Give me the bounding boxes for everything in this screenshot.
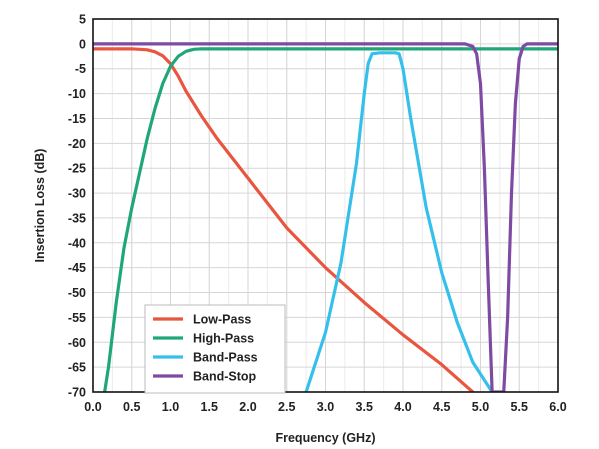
y-tick-label: -65 xyxy=(68,361,86,375)
y-tick-label: -55 xyxy=(68,311,86,325)
legend-label: High-Pass xyxy=(193,332,254,346)
y-tick-label: -50 xyxy=(68,286,86,300)
y-tick-label: -10 xyxy=(68,87,86,101)
y-tick-label: 0 xyxy=(79,37,86,51)
series-line-low-pass xyxy=(93,47,475,392)
legend-label: Band-Stop xyxy=(193,370,257,384)
y-tick-label: -15 xyxy=(68,112,86,126)
x-tick-label: 0.0 xyxy=(84,400,101,414)
x-tick-label: 3.5 xyxy=(356,400,373,414)
x-tick-label: 5.5 xyxy=(511,400,528,414)
x-tick-label: 1.0 xyxy=(162,400,179,414)
y-axis-title: Insertion Loss (dB) xyxy=(33,149,47,263)
y-tick-label: -25 xyxy=(68,162,86,176)
x-axis-title: Frequency (GHz) xyxy=(275,431,375,445)
x-tick-label: 2.0 xyxy=(239,400,256,414)
x-tick-label: 6.0 xyxy=(549,400,566,414)
plot-frame xyxy=(92,18,559,393)
y-tick-label: -20 xyxy=(68,137,86,151)
x-tick-label: 4.0 xyxy=(394,400,411,414)
y-tick-label: -40 xyxy=(68,236,86,250)
y-axis-ticks: 5 0 -5 -10 -15 -20 -25 -30 -35 -40 -45 -50 -55 -60 -65… xyxy=(68,13,86,400)
legend-label: Band-Pass xyxy=(193,351,258,365)
legend: Low-Pass High-Pass Band-Pass Band-Stop xyxy=(144,304,286,394)
x-tick-label: 4.5 xyxy=(433,400,450,414)
x-tick-label: 5.0 xyxy=(472,400,489,414)
y-tick-label: -30 xyxy=(68,187,86,201)
y-tick-label: -70 xyxy=(68,386,86,400)
x-tick-label: 0.5 xyxy=(123,400,140,414)
x-tick-label: 2.5 xyxy=(278,400,295,414)
x-tick-label: 3.0 xyxy=(317,400,334,414)
y-tick-label: -60 xyxy=(68,336,86,350)
series-layer xyxy=(93,42,558,392)
y-tick-label: -5 xyxy=(75,62,86,76)
series-line-band-stop xyxy=(93,42,558,392)
y-tick-label: -45 xyxy=(68,261,86,275)
legend-label: Low-Pass xyxy=(193,313,251,327)
y-tick-label: 5 xyxy=(79,13,86,27)
y-tick-label: -35 xyxy=(68,211,86,225)
series-line-high-pass xyxy=(103,47,558,392)
x-tick-label: 1.5 xyxy=(201,400,218,414)
series-line-band-pass xyxy=(304,51,494,392)
x-axis-ticks: 0.0 0.5 1.0 1.5 2.0 2.5 3.0 3.5 4.0 4.5 5.0 5.5 6.0 xyxy=(84,400,566,414)
